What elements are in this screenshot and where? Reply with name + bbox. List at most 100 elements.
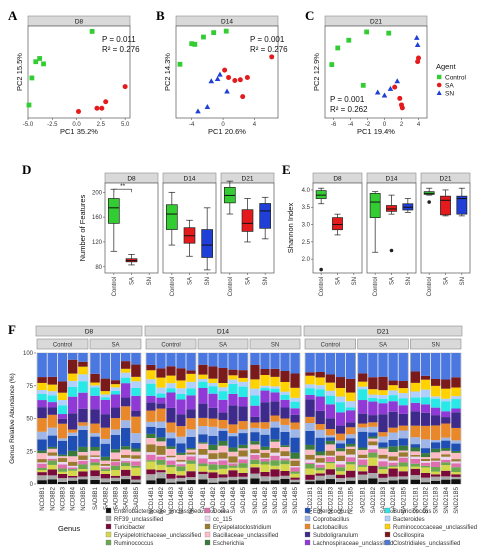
bar-segment xyxy=(218,464,228,469)
group-strip xyxy=(197,338,249,350)
bar-segment xyxy=(121,427,131,447)
facet-title: D14 xyxy=(217,329,229,336)
bar-segment xyxy=(238,472,248,477)
bar-segment xyxy=(146,469,156,475)
bar-segment xyxy=(388,476,398,481)
bar-segment xyxy=(358,373,368,382)
bar-segment xyxy=(198,474,208,480)
bar-segment xyxy=(228,384,238,394)
y-tick-label: 4.0 xyxy=(302,188,311,194)
bar-segment xyxy=(57,405,68,415)
bar-segment xyxy=(156,441,166,446)
bar-segment xyxy=(176,452,186,455)
sa-point xyxy=(94,105,100,111)
bar-segment xyxy=(100,471,110,475)
bar-segment xyxy=(47,460,57,465)
bar-segment xyxy=(208,418,218,427)
bar-segment xyxy=(270,353,280,369)
bar-segment xyxy=(280,458,290,461)
bar-segment xyxy=(358,381,368,387)
bar-segment xyxy=(100,353,110,379)
facet-title: D8 xyxy=(75,19,84,26)
bar-segment xyxy=(441,456,451,460)
bar-segment xyxy=(280,407,290,419)
bar-segment xyxy=(78,460,88,465)
x-tick-label: Control xyxy=(228,277,234,296)
bar-segment xyxy=(57,458,68,462)
bar-segment xyxy=(78,469,88,472)
bar-segment xyxy=(270,469,280,477)
bar-segment xyxy=(131,467,141,476)
x-tick-label: 0.0 xyxy=(72,122,81,128)
legend-swatch xyxy=(105,531,112,538)
x-tick-label: -4 xyxy=(348,122,354,128)
bar-segment xyxy=(121,446,131,450)
bar-segment xyxy=(441,459,451,463)
x-tick-label: Control xyxy=(427,277,433,296)
bar-segment xyxy=(218,468,228,475)
bar-segment xyxy=(228,480,238,484)
bar-segment xyxy=(388,452,398,457)
bar-segment xyxy=(131,376,141,382)
bar-segment xyxy=(186,454,196,457)
box-facet: D8 Control SA SN ** xyxy=(104,172,159,296)
bar-segment xyxy=(325,474,335,480)
bar-segment xyxy=(176,481,186,484)
bar-segment xyxy=(368,445,378,450)
bar-segment xyxy=(198,479,208,484)
bar-segment xyxy=(90,382,100,386)
bar-segment xyxy=(441,454,451,457)
bar-segment xyxy=(218,474,228,478)
bar-segment xyxy=(68,477,78,481)
bar-segment xyxy=(166,375,176,384)
bar-segment xyxy=(100,399,110,415)
bar-segment xyxy=(78,476,88,480)
bar-segment xyxy=(110,477,121,482)
bar-segment xyxy=(290,479,300,483)
bar-segment xyxy=(131,353,141,365)
bar-segment xyxy=(218,387,228,392)
bar-segment xyxy=(270,448,280,453)
bar-segment xyxy=(431,425,441,441)
bar-segment xyxy=(260,368,270,376)
bar-segment xyxy=(198,442,208,444)
x-tick-label: SN xyxy=(406,277,412,285)
x-tick-label: SN xyxy=(263,277,269,285)
bar-segment xyxy=(218,399,228,413)
bar-segment xyxy=(47,402,57,408)
sample-bar xyxy=(78,353,88,484)
bar-segment xyxy=(90,465,100,471)
bar-segment xyxy=(228,465,238,468)
bar-segment xyxy=(315,475,325,481)
bar-segment xyxy=(110,390,121,395)
bar-segment xyxy=(388,395,398,402)
bar-segment xyxy=(78,451,88,456)
sa-point xyxy=(237,77,243,83)
bar-segment xyxy=(218,430,228,441)
bar-segment xyxy=(218,428,228,431)
bar-segment xyxy=(368,438,378,442)
sample-bar xyxy=(290,353,300,484)
bar-segment xyxy=(110,449,121,453)
bar-segment xyxy=(90,436,100,448)
bar-segment xyxy=(238,377,248,382)
bar-segment xyxy=(146,410,156,422)
bar-segment xyxy=(100,397,110,400)
sa-point xyxy=(416,55,421,61)
bar-segment xyxy=(410,455,421,457)
bar-segment xyxy=(68,353,78,360)
bar-segment xyxy=(110,462,121,466)
bar-segment xyxy=(228,405,238,425)
bar-segment xyxy=(345,407,356,411)
bar-segment xyxy=(358,449,368,455)
bar-segment xyxy=(290,458,300,461)
bar-segment xyxy=(420,379,431,390)
bar-segment xyxy=(398,393,408,399)
bar-segment xyxy=(90,470,100,477)
bar-segment xyxy=(270,401,280,416)
bar-segment xyxy=(305,388,315,395)
sa-point xyxy=(269,54,275,60)
bar-segment xyxy=(121,368,131,373)
bar-segment xyxy=(280,456,290,459)
bar-segment xyxy=(186,373,196,382)
